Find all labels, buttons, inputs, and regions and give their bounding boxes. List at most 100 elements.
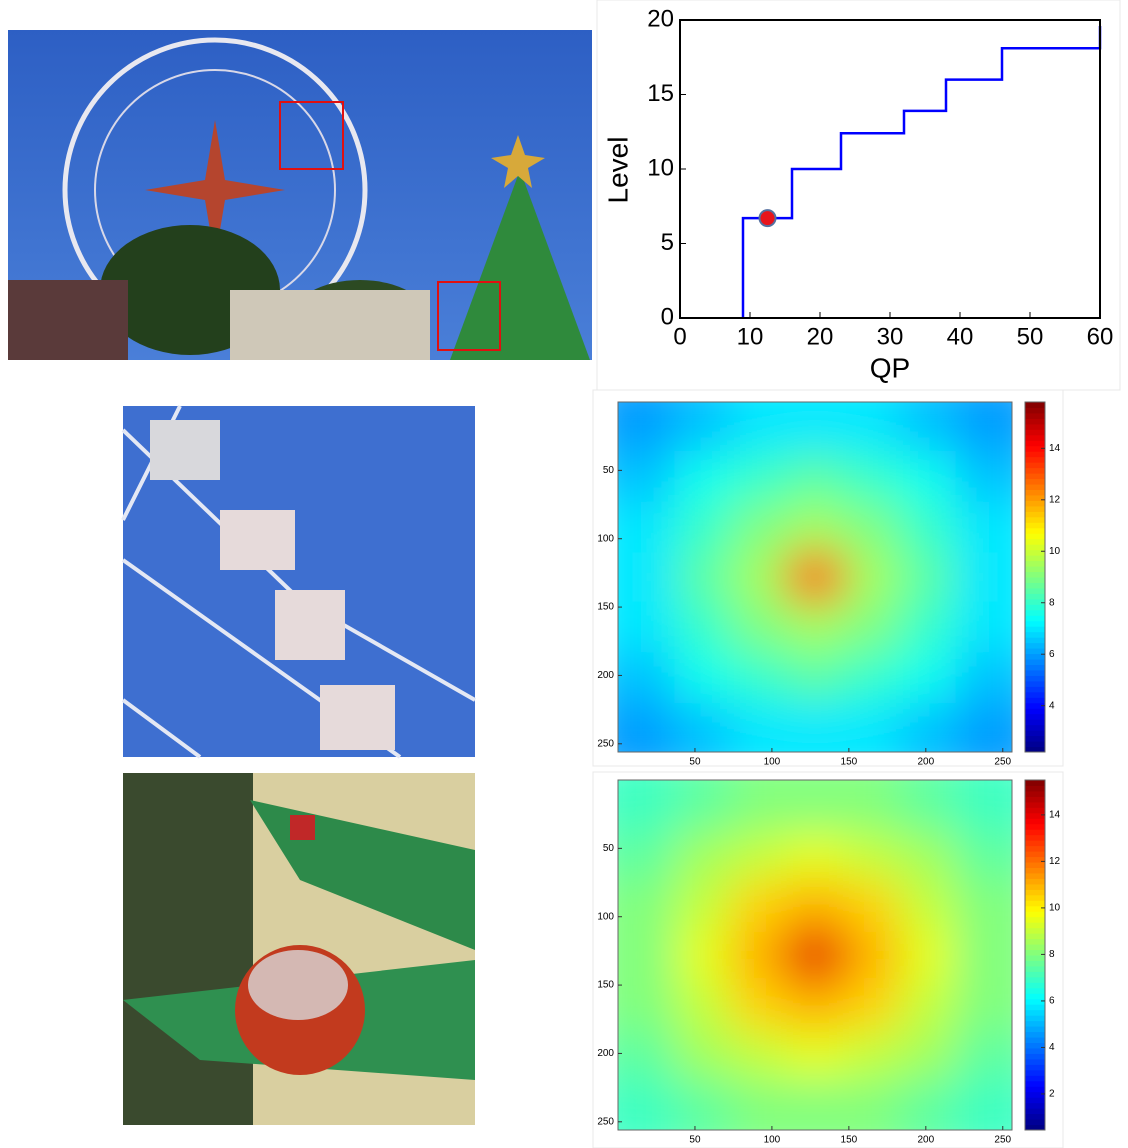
colorbar-segment [1025,1032,1045,1038]
heatmap-cell [843,552,899,602]
colorbar-segment [1025,457,1045,463]
colorbar-segment [1025,829,1045,835]
colorbar-segment [1025,511,1045,517]
colorbar-segment [1025,1059,1045,1065]
colorbar-tick-label: 4 [1049,1042,1055,1053]
colorbar-segment [1025,681,1045,687]
colorbar-segment [1025,714,1045,720]
heatmap-cell [731,830,787,880]
colorbar-segment [1025,692,1045,698]
colorbar-segment [1025,670,1045,676]
heatmap-cell [731,602,787,652]
colorbar-segment [1025,1026,1045,1032]
colorbar-segment [1025,544,1045,550]
heatmap-cell [787,750,843,830]
y-tick-label: 100 [597,533,614,544]
colorbar-segment [1025,697,1045,703]
colorbar-segment [1025,906,1045,912]
colorbar-segment [1025,1037,1045,1043]
x-tick-label: 40 [947,323,974,350]
colorbar-segment [1025,933,1045,939]
heatmap-cell [787,602,843,652]
heatmap-cell [899,502,955,552]
heatmap-cell [731,502,787,552]
colorbar-segment [1025,719,1045,725]
x-tick-label: 50 [1017,323,1044,350]
colorbar-segment [1025,577,1045,583]
heatmap-cell [731,1030,787,1080]
heatmap-cell [843,372,899,452]
colorbar-segment [1025,966,1045,972]
colorbar-segment [1025,402,1045,408]
colorbar-segment [1025,993,1045,999]
colorbar-segment [1025,599,1045,605]
colorbar-segment [1025,889,1045,895]
colorbar-segment [1025,741,1045,747]
colorbar-segment [1025,928,1045,934]
x-axis-label: QP [870,352,910,383]
x-tick-label: 150 [841,1135,858,1146]
colorbar-segment [1025,851,1045,857]
colorbar-segment [1025,895,1045,901]
colorbar-segment [1025,1103,1045,1109]
colorbar-segment [1025,1075,1045,1081]
heatmap-cell [588,880,674,930]
heatmap-cell [787,652,843,702]
heatmap-cell [899,372,955,452]
colorbar-segment [1025,884,1045,890]
heatmap-cell [899,652,955,702]
colorbar-tick-label: 8 [1049,597,1055,608]
heatmap-cell [843,1030,899,1080]
heatmap-cell [588,372,674,452]
colorbar-segment [1025,988,1045,994]
colorbar-tick-label: 14 [1049,810,1061,821]
colorbar-segment [1025,736,1045,742]
colorbar-segment [1025,862,1045,868]
colorbar-segment [1025,648,1045,654]
colorbar-segment [1025,818,1045,824]
colorbar-segment [1025,484,1045,490]
colorbar-segment [1025,413,1045,419]
y-tick-label: 250 [597,1116,614,1127]
colorbar-segment [1025,462,1045,468]
colorbar-segment [1025,846,1045,852]
heatmap-cell [674,980,730,1030]
colorbar-segment [1025,1108,1045,1114]
heatmap-cell [588,830,674,880]
y-tick-label: 250 [597,738,614,749]
heatmap-cell [588,1080,674,1148]
x-tick-label: 50 [689,757,701,768]
y-axis-label: Level [602,137,633,204]
colorbar-segment [1025,566,1045,572]
heatmap-cell [843,980,899,1030]
colorbar-segment [1025,440,1045,446]
y-tick-label: 150 [597,980,614,991]
heatmap-cell [588,502,674,552]
colorbar-segment [1025,900,1045,906]
colorbar-segment [1025,582,1045,588]
colorbar-segment [1025,561,1045,567]
heatmap-cell [731,702,787,782]
y-tick-label: 150 [597,602,614,613]
colorbar-segment [1025,615,1045,621]
heatmap-cell [674,452,730,502]
heatmap-cell [843,930,899,980]
heatmap-cell [787,552,843,602]
heatmap-cell [674,372,730,452]
x-tick-label: 250 [994,1135,1011,1146]
colorbar-segment [1025,621,1045,627]
colorbar-segment [1025,725,1045,731]
heatmap-cell [787,880,843,930]
heatmap-cell [787,980,843,1030]
heatmap-cell [731,552,787,602]
heatmap-cell [588,750,674,830]
colorbar-segment [1025,468,1045,474]
heatmap-cell [787,372,843,452]
x-tick-label: 200 [917,757,934,768]
heatmap-cell [899,880,955,930]
colorbar-tick-label: 10 [1049,546,1061,557]
x-tick-label: 100 [764,757,781,768]
x-tick-label: 10 [737,323,764,350]
colorbar-segment [1025,873,1045,879]
colorbar-tick-label: 6 [1049,996,1055,1007]
